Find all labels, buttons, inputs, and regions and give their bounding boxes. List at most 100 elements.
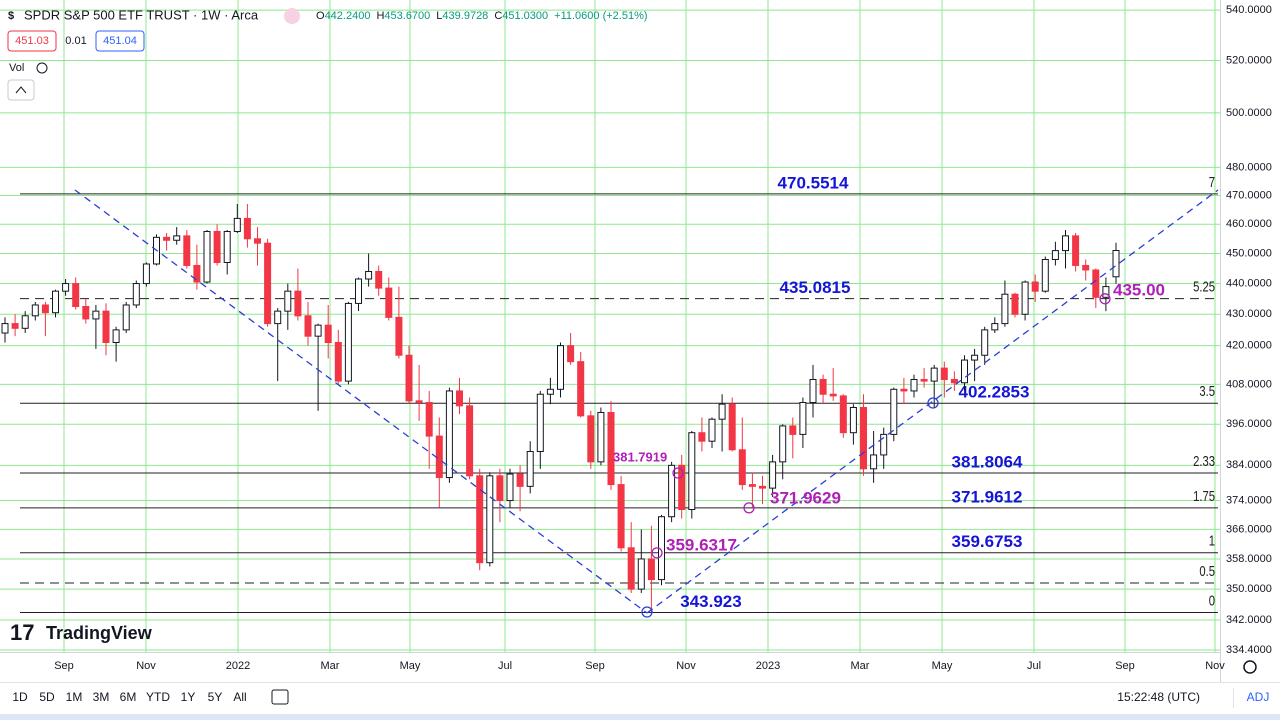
- candle-body: [324, 324, 332, 343]
- x-tick-label: May: [400, 660, 421, 672]
- candle-body: [213, 230, 221, 263]
- ask-box[interactable]: [95, 30, 145, 52]
- candle-body: [163, 236, 171, 241]
- x-tick-label: Jul: [498, 660, 512, 672]
- y-tick-label: 460.0000: [1226, 218, 1272, 230]
- candle-body: [304, 315, 312, 337]
- candle-body: [435, 435, 443, 479]
- candle-body: [415, 400, 423, 404]
- candle-body: [112, 329, 120, 343]
- candle-body: [1051, 250, 1059, 260]
- candle-body: [627, 547, 635, 590]
- candle-body: [284, 290, 292, 312]
- x-tick-label: May: [932, 660, 953, 672]
- candle-body: [809, 378, 817, 404]
- candle-body: [617, 484, 625, 549]
- price-axis: [1221, 0, 1280, 682]
- candle-body: [365, 270, 373, 280]
- range-button[interactable]: 1Y: [181, 690, 196, 704]
- x-tick-label: Jul: [1027, 660, 1041, 672]
- adj-toggle[interactable]: ADJ: [1247, 690, 1270, 704]
- settings-icon[interactable]: [1243, 660, 1257, 674]
- range-button[interactable]: 5Y: [208, 690, 223, 704]
- candle-body: [637, 558, 645, 590]
- range-button[interactable]: 6M: [120, 690, 137, 704]
- candle-body: [445, 390, 453, 479]
- candle-body: [223, 230, 231, 263]
- x-tick-label: Sep: [54, 660, 74, 672]
- candle-body: [183, 235, 191, 266]
- candle-body: [1102, 286, 1110, 298]
- candle-body: [203, 230, 211, 283]
- range-button[interactable]: 1D: [12, 690, 28, 704]
- y-tick-label: 500.0000: [1226, 107, 1272, 119]
- annotation-marker: [743, 502, 755, 514]
- y-tick-label: 430.0000: [1226, 308, 1272, 320]
- annotation-label: 359.6317: [666, 535, 737, 554]
- candle-body: [920, 378, 928, 382]
- candle-body: [82, 306, 90, 320]
- x-tick-label: 2022: [226, 660, 250, 672]
- level-price: 371.9612: [952, 487, 1023, 506]
- candle-body: [607, 411, 615, 486]
- visibility-icon[interactable]: [36, 62, 48, 74]
- range-button[interactable]: 3M: [93, 690, 110, 704]
- range-button[interactable]: 1M: [66, 690, 83, 704]
- candle-body: [1021, 281, 1029, 315]
- candle-body: [759, 485, 766, 489]
- annotation-label: 371.9629: [770, 488, 841, 507]
- annotation-marker: [672, 467, 684, 479]
- range-button[interactable]: YTD: [146, 690, 170, 704]
- level-ratio: 2.33: [1193, 452, 1215, 469]
- candle-body: [102, 310, 110, 343]
- date-range-icon[interactable]: [271, 689, 289, 705]
- candle-body: [779, 425, 787, 463]
- candle-body: [668, 464, 676, 518]
- candle-body: [860, 406, 867, 470]
- ohlc-value: 439.9728: [442, 10, 488, 22]
- ask: 451.04: [103, 35, 137, 47]
- symbol-title[interactable]: SPDR S&P 500 ETF TRUST · 1W · Arca: [24, 7, 259, 22]
- candle-body: [728, 403, 736, 451]
- spread: 0.01: [65, 35, 86, 47]
- candle-body: [456, 390, 463, 407]
- candle-body: [476, 475, 484, 564]
- collapse-icon: [15, 86, 27, 94]
- ohlc-legend: O442.2400 H453.6700 L439.9728 C451.0300 +11.…: [316, 10, 648, 22]
- candles: [1, 204, 1120, 613]
- range-button[interactable]: All: [233, 690, 246, 704]
- bid-box[interactable]: [7, 30, 57, 52]
- candle-body: [698, 432, 706, 442]
- candle-body: [587, 415, 595, 463]
- y-tick-label: 540.0000: [1226, 4, 1272, 16]
- candle-body: [122, 304, 130, 331]
- candle-body: [718, 403, 726, 420]
- candle-body: [41, 304, 49, 314]
- y-tick-label: 396.0000: [1226, 418, 1272, 430]
- range-button[interactable]: 5D: [39, 690, 55, 704]
- symbol-icon: $: [8, 10, 14, 22]
- y-tick-label: 350.0000: [1226, 583, 1272, 595]
- candle-body: [466, 405, 474, 477]
- candle-body: [597, 411, 605, 463]
- compare-icon[interactable]: [284, 8, 300, 24]
- candle-body: [981, 329, 989, 356]
- candle-body: [991, 323, 999, 331]
- ohlc-key: H: [376, 10, 384, 22]
- bid: 451.03: [15, 35, 49, 47]
- candle-body: [1062, 235, 1069, 252]
- clock: 15:22:48 (UTC): [1117, 690, 1200, 704]
- candle-body: [961, 359, 968, 384]
- candle-body: [890, 388, 898, 435]
- x-axis: Sep Nov 2022 Mar May Jul Sep Nov 2023 Mar May Jul Se…: [54, 660, 1225, 672]
- annotation-label: 381.7919: [613, 449, 667, 464]
- ohlc-value: 453.6700: [384, 10, 430, 22]
- candle-body: [31, 304, 39, 317]
- collapse-button[interactable]: [7, 79, 35, 101]
- candle-body: [1041, 258, 1049, 292]
- candle-body: [314, 324, 322, 337]
- y-tick-label: 480.0000: [1226, 161, 1272, 173]
- candle-body: [526, 450, 534, 487]
- level-price: 402.2853: [959, 383, 1030, 402]
